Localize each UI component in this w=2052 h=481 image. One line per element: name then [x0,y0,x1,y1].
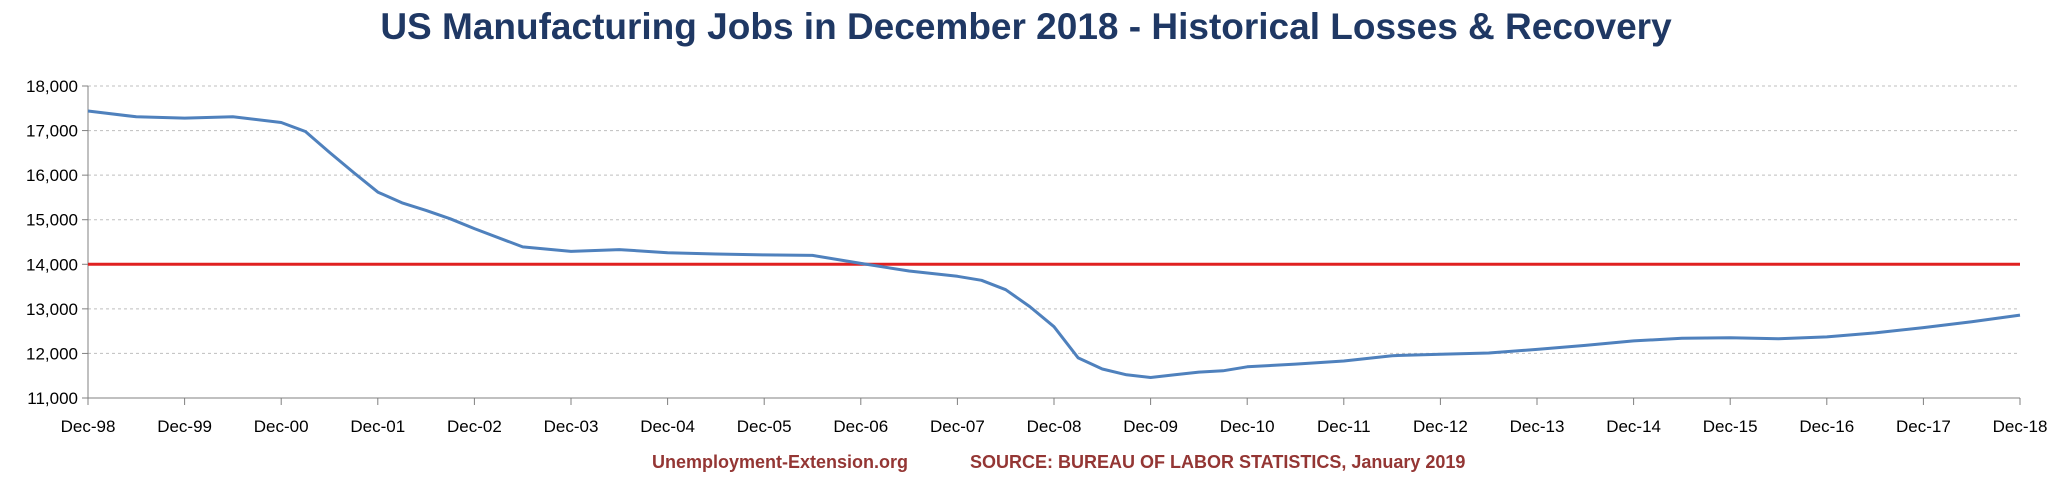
grid-lines [88,85,2020,354]
x-tick-label: Dec-06 [833,417,888,436]
x-tick-label: Dec-03 [544,417,599,436]
series-group [87,109,2021,379]
y-tick-label: 12,000 [26,344,78,363]
y-tick-label: 13,000 [26,300,78,319]
x-tick-label: Dec-17 [1896,417,1951,436]
x-tick-label: Dec-12 [1413,417,1468,436]
x-tick-label: Dec-13 [1510,417,1565,436]
x-tick-label: Dec-09 [1123,417,1178,436]
x-tick-label: Dec-16 [1799,417,1854,436]
x-tick-label: Dec-18 [1993,417,2048,436]
y-tick-label: 15,000 [26,211,78,230]
y-tick-label: 11,000 [27,389,78,408]
x-tick-label: Dec-98 [61,417,116,436]
chart-title: US Manufacturing Jobs in December 2018 -… [380,6,1672,47]
x-tick-label: Dec-07 [930,417,985,436]
x-tick-label: Dec-00 [254,417,309,436]
x-tick-label: Dec-08 [1027,417,1082,436]
x-tick-label: Dec-02 [447,417,502,436]
footer-source-label: SOURCE: BUREAU OF LABOR STATISTICS, Janu… [970,452,1466,472]
x-tick-label: Dec-15 [1703,417,1758,436]
x-tick-labels: Dec-98 Dec-99 Dec-00 Dec-01 Dec-02 Dec-03 Dec-… [61,417,2048,436]
x-tick-label: Dec-11 [1317,417,1371,436]
x-tick-label: Dec-05 [737,417,792,436]
series-line [87,109,2021,379]
y-tick-label: 14,000 [26,255,78,274]
y-tick-label: 17,000 [26,122,78,141]
x-tick-label: Dec-01 [350,417,405,436]
axes [82,85,2021,405]
x-tick-label: Dec-04 [640,417,695,436]
footer-site-label: Unemployment-Extension.org [652,452,909,472]
x-tick-label: Dec-14 [1606,417,1661,436]
y-tick-label: 18,000 [26,77,78,96]
y-tick-label: 16,000 [26,166,78,185]
x-tick-label: Dec-99 [157,417,212,436]
x-tick-label: Dec-10 [1220,417,1275,436]
y-tick-labels: 11,000 12,000 13,000 14,000 15,000 16,000 17,0… [26,77,78,408]
